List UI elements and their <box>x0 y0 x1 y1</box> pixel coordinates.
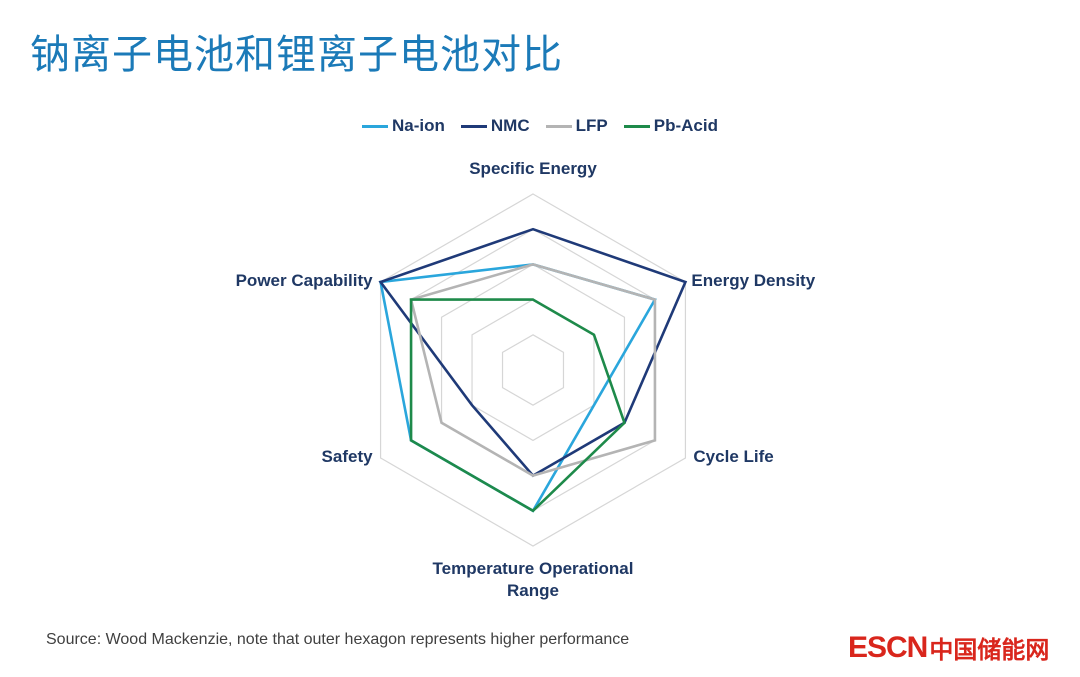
legend-swatch-pb-acid <box>623 124 650 128</box>
legend-label-lfp: LFP <box>575 116 608 135</box>
page-title: 钠离子电池和锂离子电池对比 <box>30 32 563 78</box>
radar-grid <box>379 193 687 547</box>
legend-item-lfp: LFP <box>545 116 608 136</box>
grid-ring-4 <box>410 228 656 512</box>
legend-label-na-ion: Na-ion <box>392 116 445 135</box>
legend-item-pb-acid: Pb-Acid <box>623 116 718 136</box>
legend-label-pb-acid: Pb-Acid <box>653 116 718 135</box>
legend-swatch-lfp <box>545 124 572 128</box>
legend-swatch-nmc <box>460 124 487 128</box>
legend-item-na-ion: Na-ion <box>362 116 445 136</box>
source-note: Source: Wood Mackenzie, note that outer … <box>46 631 630 648</box>
logo-text-en: ESCN <box>848 630 928 664</box>
logo-text-cn: 中国储能网 <box>929 636 1050 664</box>
axis-label-2: Cycle Life <box>693 447 773 466</box>
legend-label-nmc: NMC <box>490 116 530 135</box>
escn-logo: ESCN 中国储能网 <box>848 630 1049 665</box>
axis-label-0: Specific Energy <box>469 159 597 178</box>
axis-label-1: Energy Density <box>691 271 815 290</box>
axis-label-5: Power Capability <box>236 271 374 290</box>
axis-label-3: Temperature Operational Range <box>433 559 634 600</box>
grid-ring-3 <box>440 263 626 477</box>
chart-legend: Na-ion NMC LFP Pb-Acid <box>0 116 1080 136</box>
legend-item-nmc: NMC <box>460 116 530 136</box>
grid-ring-2 <box>471 298 595 442</box>
series-nmc-line <box>378 227 688 478</box>
axis-label-4: Safety <box>322 447 374 466</box>
grid-ring-5 <box>379 193 687 547</box>
series-pb-acid-line <box>409 298 626 513</box>
legend-swatch-na-ion <box>362 124 389 128</box>
series-lfp-line <box>409 263 657 478</box>
series-na-ion-line <box>379 263 657 513</box>
grid-ring-1 <box>501 334 565 406</box>
